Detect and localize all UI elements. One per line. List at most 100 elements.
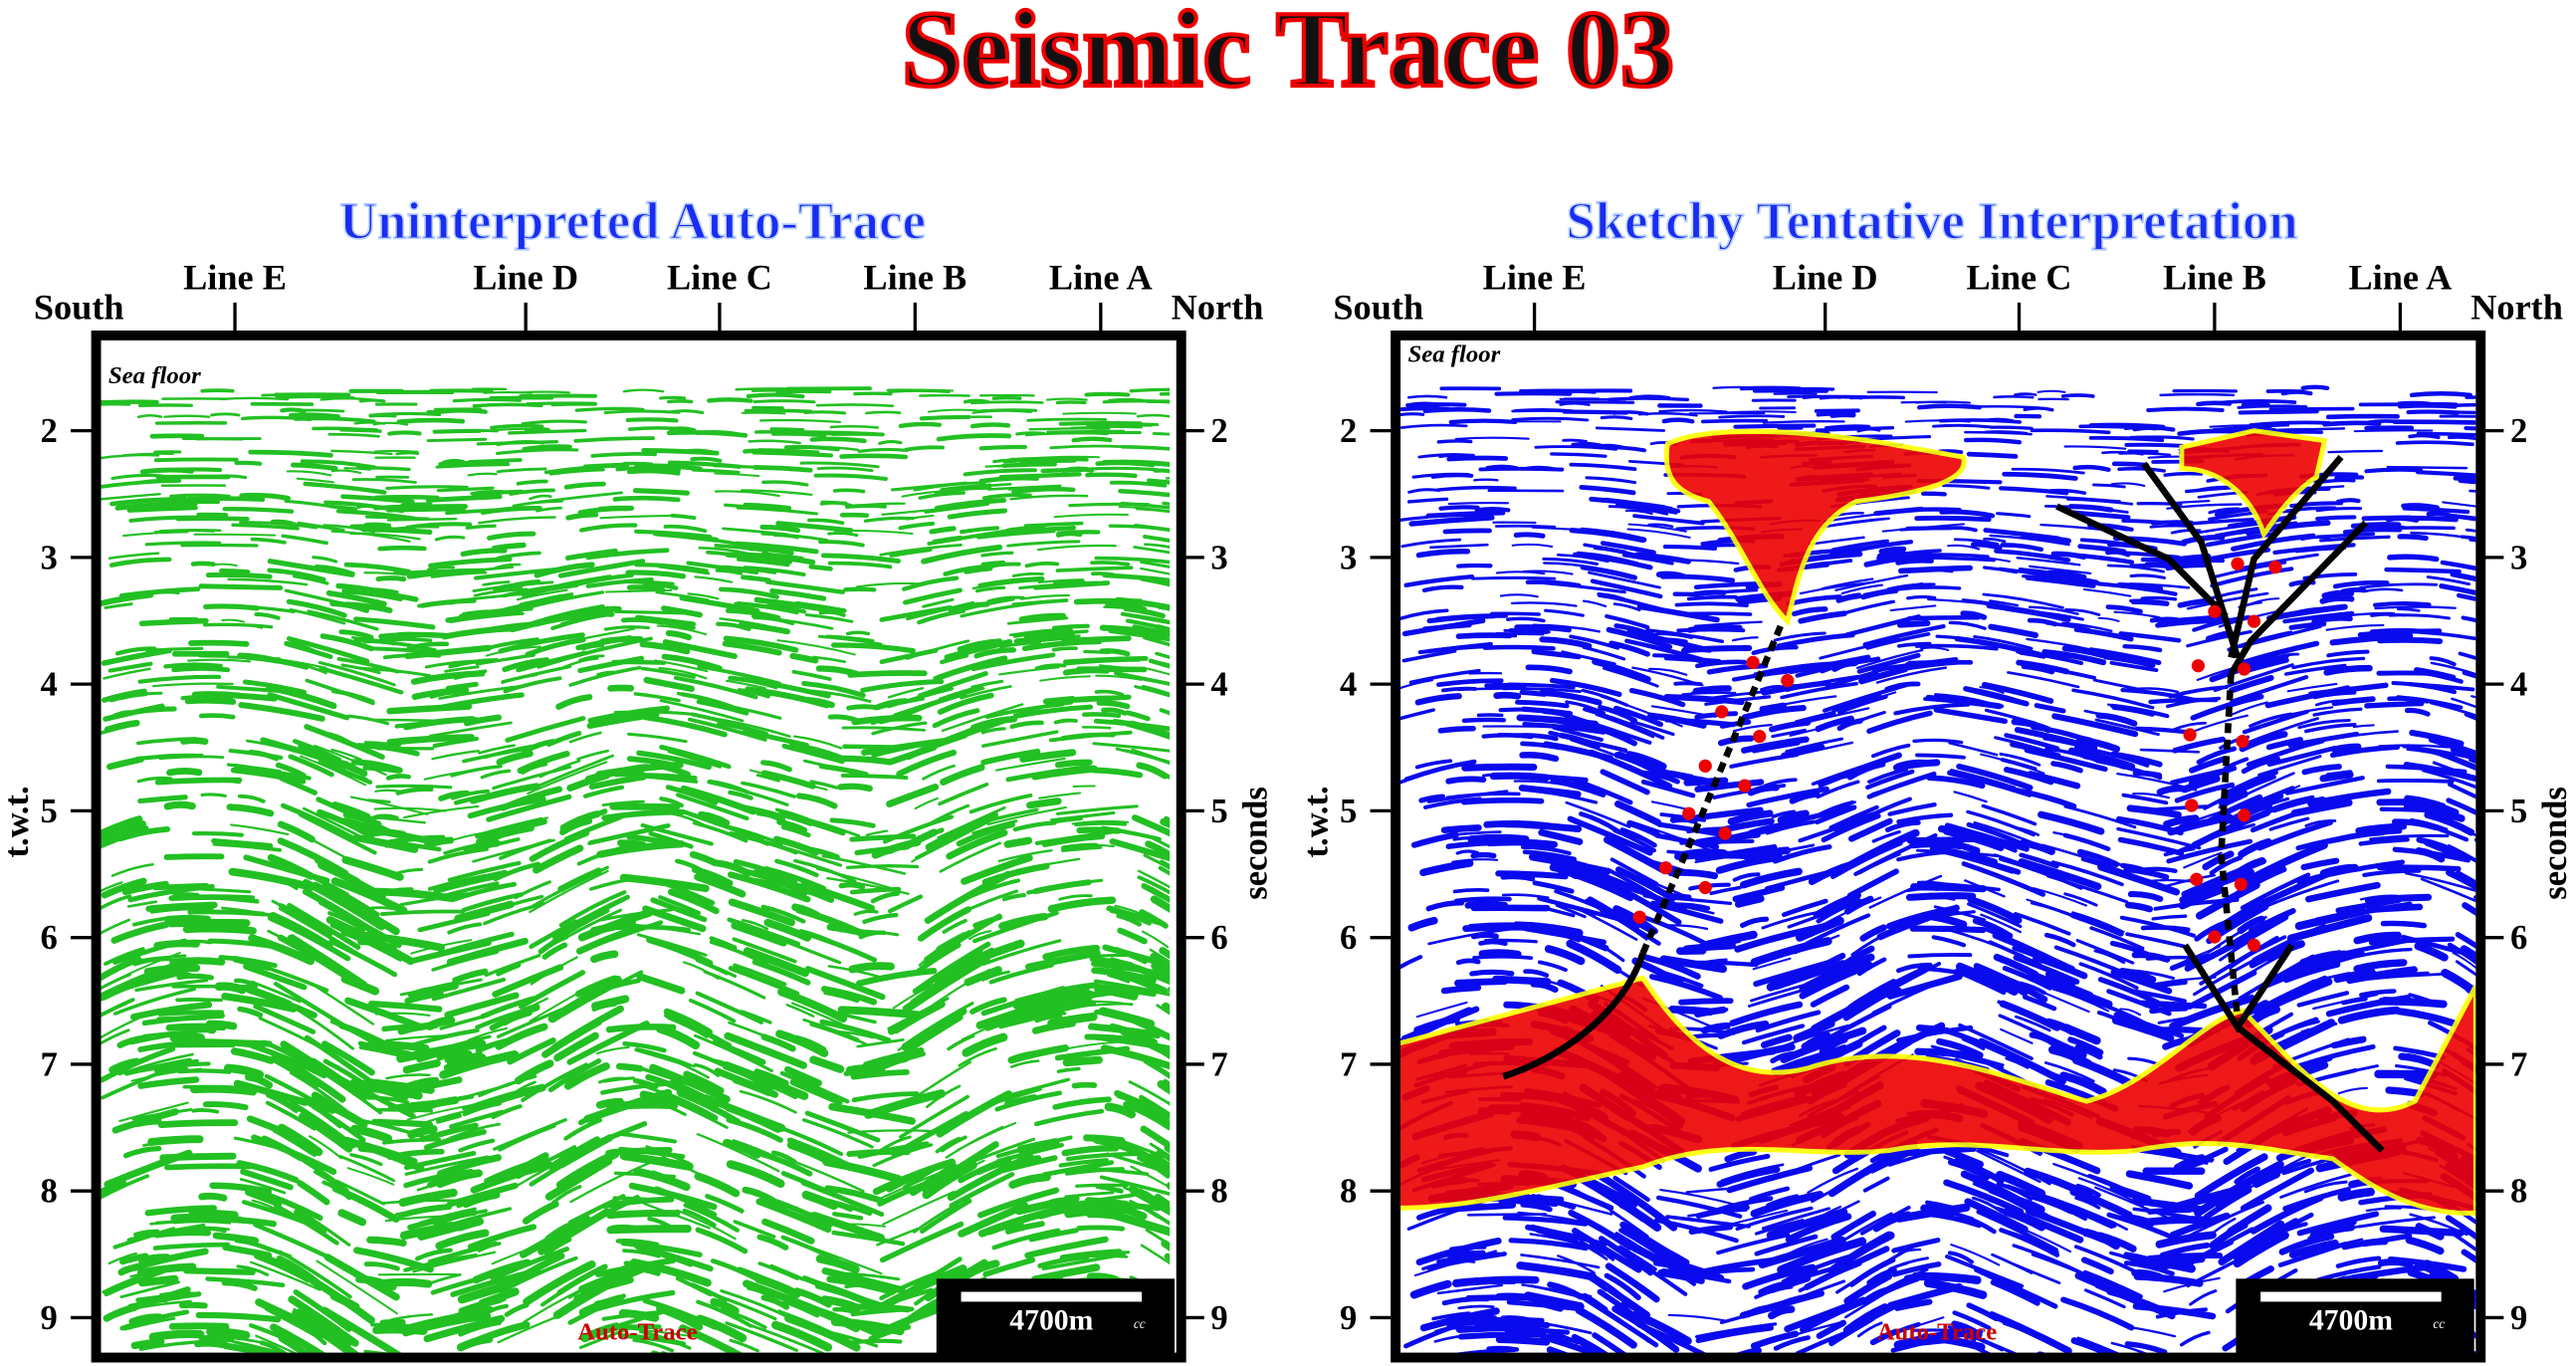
reflector [1792,606,1828,617]
reflector [1565,716,1646,743]
reflector [1552,725,1604,742]
reflector [1733,423,1817,429]
reflector [1438,505,1480,511]
reflector [456,1334,494,1352]
reflector [2337,1006,2401,1024]
reflector [1161,1002,1171,1015]
reflector [357,1040,412,1056]
reflector [847,670,928,678]
reflector [821,1267,906,1294]
reflector [886,784,940,807]
reflector [1694,779,1765,793]
reflector [887,687,925,699]
reflector [1937,824,1973,840]
reflector [695,1227,749,1254]
reflector [758,418,842,424]
reflector [1930,913,1968,929]
reflector [497,1311,568,1344]
reflector [467,472,498,477]
reflector [1001,893,1026,902]
reflector [971,409,1032,414]
reflector [157,1119,239,1129]
title: Seismic Trace 03 [902,0,1674,110]
reflector [995,1142,1064,1164]
reflector [1632,514,1705,526]
reflector [314,744,387,777]
reflector [770,1150,797,1165]
reflector [942,918,967,934]
reflector [1589,1243,1615,1261]
reflector [316,1259,398,1315]
reflector [2070,1337,2118,1355]
reflector [1989,425,2034,430]
reflector [403,1252,479,1272]
reflector [1579,1293,1659,1348]
interpretation [1397,428,2476,1216]
reflector [232,955,272,972]
reflector [1421,584,1464,593]
reflector [1513,532,1546,539]
reflector [554,609,587,619]
reflector [828,1102,916,1125]
reflector [775,521,854,534]
reflector [2074,1271,2162,1314]
reflector [159,1152,237,1162]
reflector [578,1272,620,1294]
reflector [804,1110,881,1143]
reflector [1862,1176,1890,1193]
reflector [1013,633,1076,645]
reflector [441,458,466,465]
reflector [423,1034,492,1056]
reflector [1709,885,1742,896]
reflector [99,399,159,405]
reflector [1796,916,1844,942]
reflector [707,781,789,806]
reflector [210,412,241,417]
reflector [810,689,872,703]
reflector [1681,645,1753,653]
reflector [352,1247,434,1273]
reflector [248,449,333,458]
reflector [753,429,836,436]
reflector [565,548,618,561]
reflector [287,902,361,950]
reflector [737,557,790,568]
reflector [659,797,684,808]
reflector [191,831,245,837]
reflector [2237,404,2308,409]
reflector [831,431,885,437]
reflector [887,686,954,709]
reflector [2371,526,2456,531]
reflector [848,962,895,974]
reflector [2439,414,2476,418]
reflector [1653,1260,1698,1276]
reflector [568,665,642,687]
reflector [347,714,390,726]
reflector [754,1274,801,1299]
reflector [1010,1155,1042,1167]
reflector [687,717,767,742]
fault-marker [2237,662,2252,676]
reflector [1595,713,1655,739]
reflector [1754,1284,1794,1299]
reflector [1107,973,1131,984]
reflector [158,528,222,533]
reflector [675,1276,713,1297]
reflector [1167,1087,1171,1093]
reflector [2401,503,2440,511]
reflector [2241,640,2320,666]
reflector [878,440,903,445]
reflector [2167,813,2234,836]
reflector [665,629,692,641]
reflector [1407,488,1441,494]
reflector [2335,1255,2382,1268]
reflector [1476,713,1504,718]
reflector [1084,391,1131,397]
reflector [2192,614,2252,632]
reflector [108,557,172,568]
reflector [575,925,640,955]
reflector [683,1070,725,1094]
reflector [372,421,409,426]
reflector [400,502,433,507]
reflector [1056,804,1139,815]
